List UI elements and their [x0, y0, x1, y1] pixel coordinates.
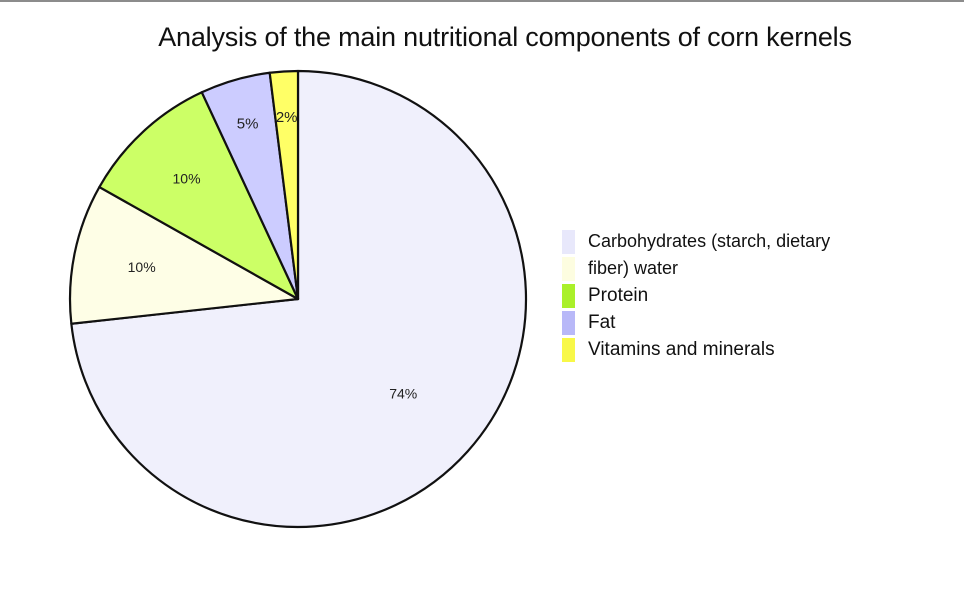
legend-item: fiber) water [562, 255, 830, 282]
legend-swatch [562, 229, 575, 254]
top-border-line [0, 0, 964, 2]
slice-percent-label: 10% [173, 170, 201, 186]
legend-label: Fat [588, 311, 616, 333]
slice-percent-label: 10% [128, 259, 156, 275]
legend-label: Carbohydrates (starch, dietary [588, 231, 831, 251]
legend-swatch [562, 283, 575, 308]
legend-swatch [562, 337, 575, 362]
legend-item: Fat [562, 309, 830, 336]
pie-slice-protein [98, 91, 300, 301]
legend-label: Protein [588, 284, 649, 306]
pie-slices [68, 69, 528, 529]
legend-item: Carbohydrates (starch, dietary [562, 228, 830, 255]
legend-item: Vitamins and minerals [562, 336, 830, 363]
legend-label: Vitamins and minerals [588, 338, 775, 360]
pie-slice-vitamins-and-minerals [268, 69, 300, 301]
slice-percent-label: 5% [237, 116, 259, 133]
pie-slice-water [68, 185, 300, 325]
chart-title: Analysis of the main nutritional compone… [158, 22, 852, 52]
legend-swatch [562, 310, 575, 335]
slice-percent-label: 74% [389, 385, 417, 401]
legend-swatch [562, 256, 575, 281]
legend-item: Protein [562, 282, 830, 309]
legend: Carbohydrates (starch, dietary fiber) wat… [562, 228, 830, 363]
legend-label: fiber) water [588, 258, 679, 278]
slice-percent-label: 2% [276, 109, 298, 126]
pie-slice-labels: 74% 10% 10% 5% 2% [128, 109, 418, 401]
